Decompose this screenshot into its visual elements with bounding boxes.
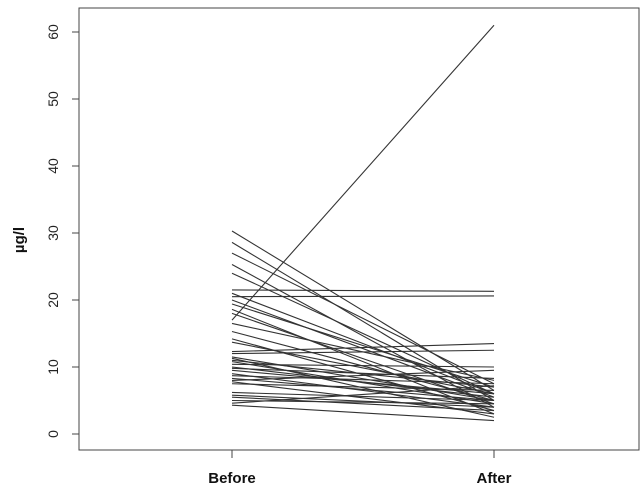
y-tick-label-50: 50 bbox=[45, 91, 61, 107]
x-axis: Before After bbox=[208, 450, 512, 487]
series-line-24 bbox=[231, 363, 495, 368]
series-line-37 bbox=[231, 399, 495, 405]
series-line-10 bbox=[231, 299, 495, 398]
series-line-4 bbox=[231, 252, 495, 385]
series-line-1 bbox=[231, 24, 495, 321]
series-line-31 bbox=[231, 369, 495, 381]
y-tick-label-60: 60 bbox=[45, 24, 61, 40]
series-line-11 bbox=[231, 303, 495, 388]
plot-frame bbox=[78, 7, 640, 451]
series-line-34 bbox=[231, 391, 495, 402]
series-line-33 bbox=[231, 383, 495, 391]
x-tick-label-before: Before bbox=[208, 470, 256, 487]
series-line-18 bbox=[231, 343, 495, 353]
series-lines bbox=[231, 24, 495, 422]
series-line-27 bbox=[231, 369, 495, 395]
series-line-21 bbox=[231, 357, 495, 418]
series-line-5 bbox=[231, 264, 495, 408]
y-tick-label-10: 10 bbox=[45, 359, 61, 375]
series-line-20 bbox=[231, 356, 495, 402]
y-tick-label-20: 20 bbox=[45, 292, 61, 308]
y-axis: 0 10 20 30 40 50 60 bbox=[45, 24, 79, 438]
series-line-29 bbox=[231, 375, 495, 385]
series-line-17 bbox=[231, 341, 495, 395]
y-tick-label-30: 30 bbox=[45, 225, 61, 241]
series-line-36 bbox=[231, 396, 495, 412]
series-line-35 bbox=[231, 394, 495, 408]
y-tick-label-0: 0 bbox=[45, 430, 61, 438]
y-axis-title: µg/l bbox=[11, 227, 28, 253]
series-line-19 bbox=[231, 349, 495, 355]
series-line-28 bbox=[231, 373, 495, 408]
series-line-38 bbox=[231, 385, 495, 404]
series-line-7 bbox=[231, 289, 495, 292]
x-tick-label-after: After bbox=[476, 470, 511, 487]
series-line-30 bbox=[231, 377, 495, 402]
series-line-9 bbox=[231, 295, 495, 298]
series-line-39 bbox=[231, 404, 495, 422]
series-line-26 bbox=[231, 367, 495, 379]
series-line-2 bbox=[231, 230, 495, 391]
y-tick-label-40: 40 bbox=[45, 158, 61, 174]
